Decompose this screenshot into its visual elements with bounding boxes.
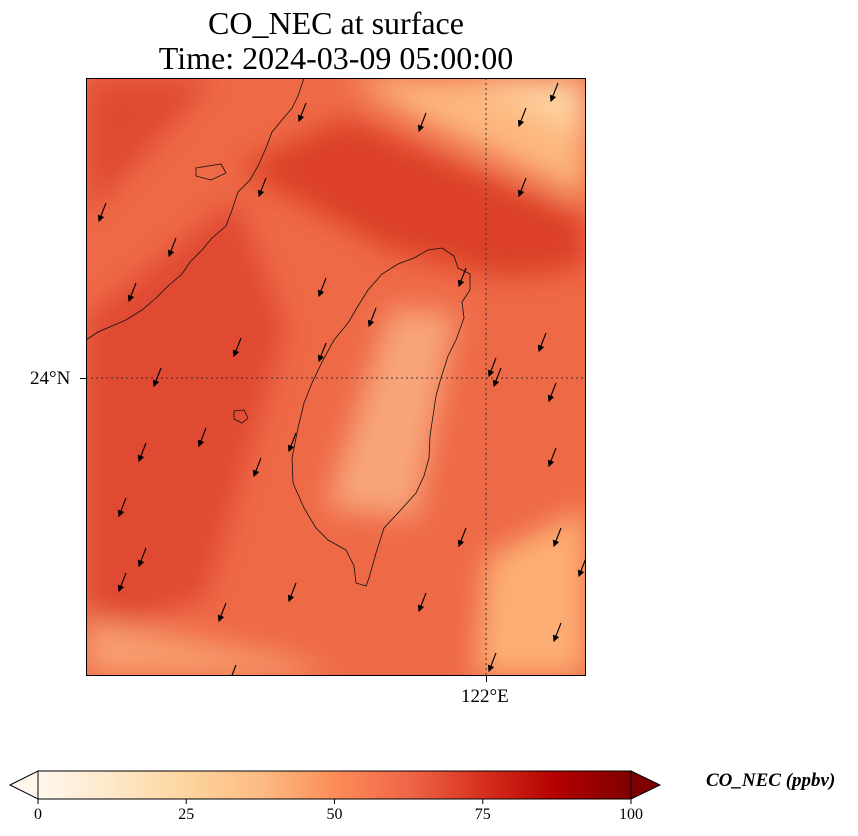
taiwan-coastline (291, 247, 471, 587)
wind-arrow-head (317, 289, 325, 298)
colorbar (8, 770, 662, 804)
wind-arrow-head (487, 369, 495, 378)
wind-arrow-head (257, 189, 265, 198)
coastlines (86, 78, 471, 587)
wind-arrow-head (457, 539, 465, 548)
field-low-se (476, 508, 586, 676)
wind-arrow-head (97, 214, 105, 223)
wind-arrow-head (367, 319, 375, 328)
wind-arrow-head (492, 379, 500, 388)
wind-arrow-head (167, 249, 175, 258)
wind-arrow-head (517, 189, 525, 198)
wind-arrow-head (487, 664, 495, 673)
wind-arrow-head (127, 294, 135, 303)
lon-tick-label: 122°E (461, 686, 509, 707)
colorbar-ticks (37, 799, 632, 804)
field-high-west (86, 78, 216, 218)
wind-arrow-head (537, 344, 545, 353)
colorbar-label: CO_NEC (ppbv) (706, 770, 836, 791)
colorbar-tick-label-4: 100 (619, 806, 643, 823)
wind-arrow-head (547, 459, 555, 468)
field-high-strait (86, 198, 286, 638)
wind-arrow-head (417, 124, 425, 133)
map-subtitle-time: Time: 2024-03-09 05:00:00 (158, 40, 514, 76)
wind-arrow-head (137, 559, 145, 568)
wind-arrow-head (152, 379, 160, 388)
islet-coastline (233, 409, 249, 424)
colorbar-tick-label-0: 0 (34, 806, 42, 823)
wind-arrow-head (417, 604, 425, 613)
wind-arrow-head (137, 454, 145, 463)
colorbar-tick-label-3: 75 (474, 806, 491, 823)
wind-vectors (97, 82, 586, 676)
wind-arrow-head (547, 394, 555, 403)
field-high-band-ne (236, 118, 586, 278)
mainland-coastline (86, 78, 305, 341)
map-canvas (86, 78, 586, 676)
wind-arrow-head (217, 614, 225, 623)
colorbar-tick-label-2: 50 (326, 806, 343, 823)
wind-arrow-head (287, 594, 295, 603)
wind-arrow-head (287, 444, 295, 453)
colorbar-ramp (37, 770, 632, 800)
wind-arrow-head (117, 509, 125, 518)
wind-arrow-head (577, 569, 585, 578)
colorbar-tick-label-1: 25 (178, 806, 195, 823)
colorbar-extend-min (8, 770, 39, 800)
field-mid-mountains (326, 308, 456, 518)
wind-arrow-head (457, 279, 465, 288)
map-frame (86, 78, 586, 676)
wind-arrow-head (252, 469, 260, 478)
lon-tick-mark (486, 676, 487, 682)
wind-arrow-head (552, 634, 560, 643)
wind-arrow-head (117, 584, 125, 593)
colorbar-extend-max (630, 770, 662, 800)
lat-tick-mark (80, 378, 86, 379)
wind-arrow-head (197, 439, 205, 448)
wind-arrow-head (232, 349, 240, 358)
wind-arrow-head (552, 539, 560, 548)
wind-arrow-head (549, 94, 557, 103)
concentration-field (86, 78, 586, 676)
wind-arrow-head (317, 354, 325, 363)
field-low-south (86, 618, 336, 676)
map-panel (86, 78, 586, 676)
wind-arrow-head (297, 114, 305, 123)
wind-arrow-head (517, 119, 525, 128)
wind-arrow-shaft (231, 664, 237, 676)
islet-coastline-2 (195, 163, 227, 181)
lat-tick-label: 24°N (30, 368, 71, 389)
map-title: CO_NEC at surface (208, 5, 464, 41)
